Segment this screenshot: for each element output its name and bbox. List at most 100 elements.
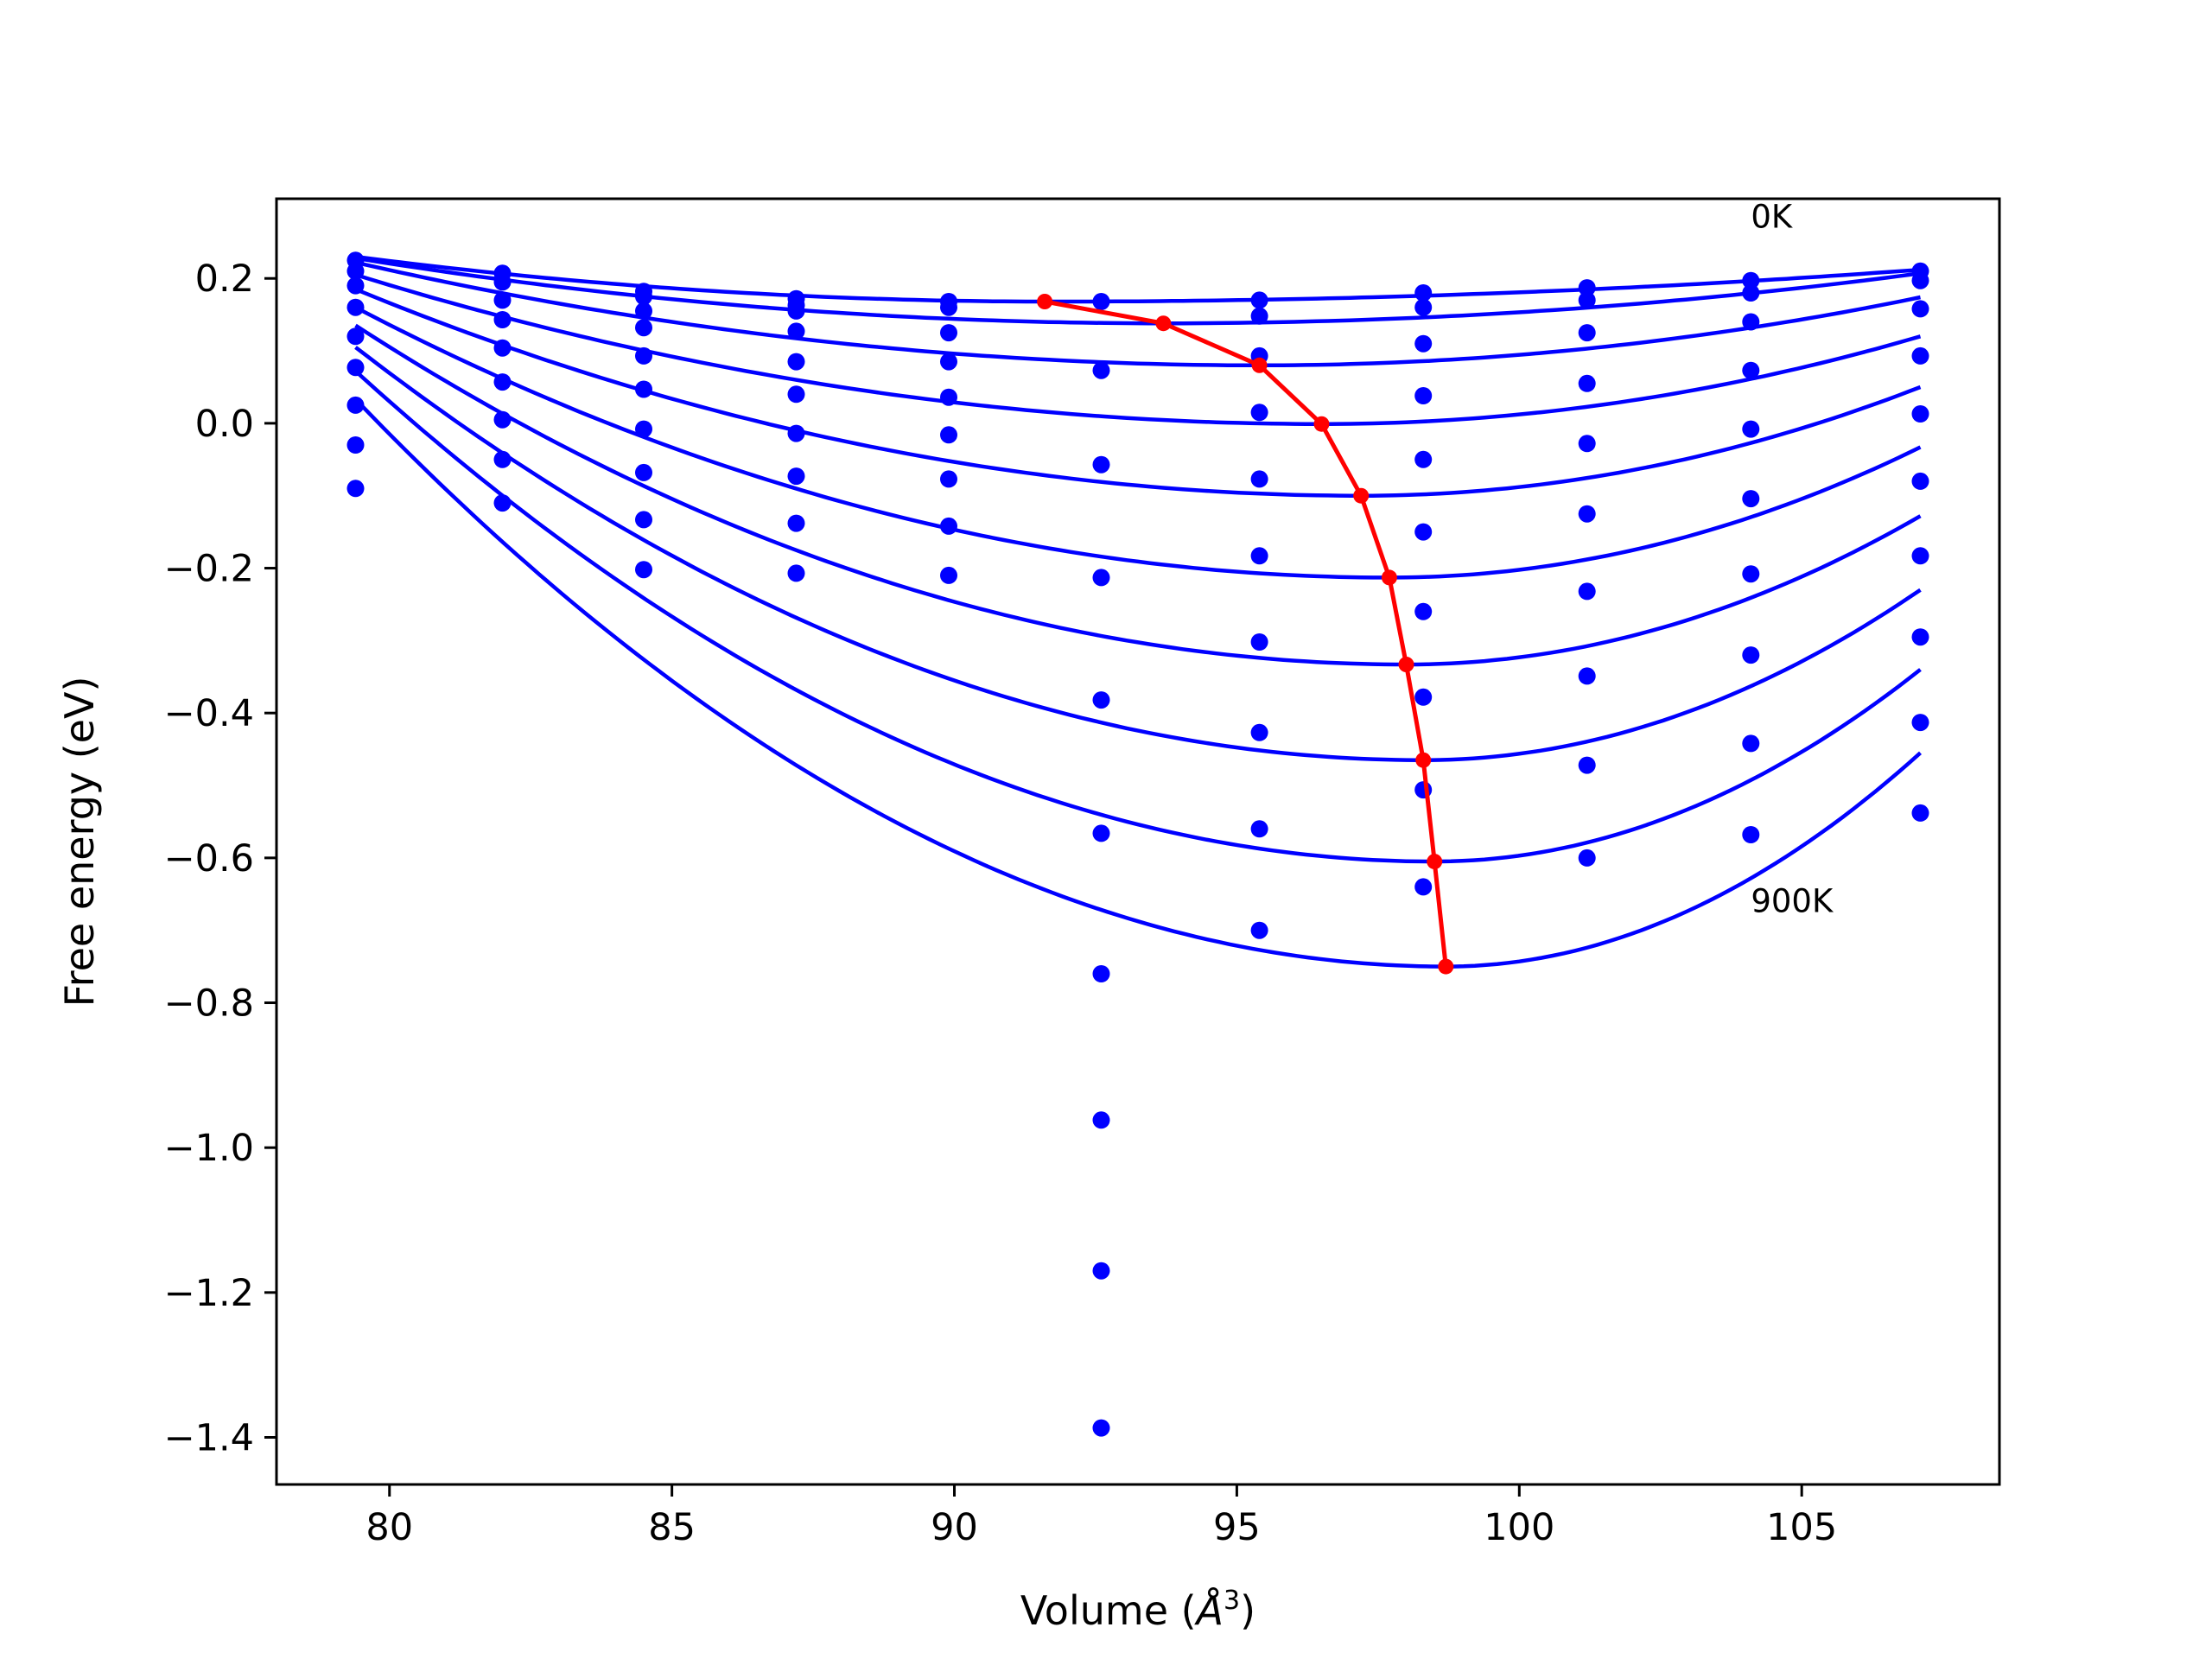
data-point-2-2 — [635, 302, 652, 320]
data-point-8-6 — [1578, 582, 1596, 601]
data-point-7-4 — [1414, 450, 1433, 468]
fit-curve-7 — [354, 346, 1922, 762]
data-point-2-4 — [635, 346, 652, 365]
data-point-9-8 — [1742, 734, 1760, 753]
fit-curve-8 — [353, 369, 1922, 864]
x-tick-label-3: 95 — [1213, 1506, 1261, 1549]
data-point-7-1 — [1414, 298, 1433, 316]
data-point-7-6 — [1414, 602, 1433, 620]
min-path-point-8 — [1427, 854, 1443, 870]
y-tick-label-7: −1.2 — [164, 1272, 254, 1315]
fit-curve-9 — [359, 404, 1922, 969]
fit-curve-5 — [354, 305, 1922, 580]
data-point-6-1 — [1250, 307, 1268, 325]
x-axis-ticks: 80 85 90 95 100 105 — [365, 1484, 1837, 1549]
data-point-6-5 — [1250, 547, 1268, 565]
y-tick-label-5: −0.8 — [164, 982, 254, 1026]
data-point-4-3 — [940, 353, 957, 371]
data-point-0-2 — [346, 276, 365, 295]
data-point-5-0 — [1092, 293, 1110, 310]
data-point-5-4 — [1092, 691, 1110, 709]
data-point-2-9 — [635, 561, 652, 579]
y-axis-label: Free energy (eV) — [56, 677, 103, 1007]
data-point-5-9 — [1092, 1419, 1110, 1437]
data-point-5-7 — [1092, 1111, 1110, 1129]
data-point-1-6 — [493, 410, 512, 429]
data-point-2-8 — [635, 511, 652, 529]
min-path-point-5 — [1381, 569, 1397, 586]
min-path-point-9 — [1438, 958, 1454, 975]
x-axis-label-close: ) — [1240, 1587, 1255, 1634]
data-point-7-7 — [1414, 688, 1433, 706]
data-point-3-8 — [787, 514, 805, 532]
data-point-4-2 — [940, 324, 957, 342]
data-point-3-7 — [787, 467, 805, 486]
y-tick-label-8: −1.4 — [164, 1417, 254, 1460]
data-point-6-4 — [1250, 470, 1268, 488]
fit-curve-4 — [354, 287, 1922, 498]
data-point-6-6 — [1250, 633, 1268, 651]
data-point-1-8 — [493, 494, 512, 512]
data-point-4-8 — [940, 566, 957, 584]
data-point-0-1 — [346, 262, 365, 280]
data-point-10-3 — [1911, 346, 1929, 365]
scatter-points — [346, 251, 1929, 1437]
data-point-1-1 — [493, 273, 512, 291]
data-point-10-8 — [1911, 714, 1929, 732]
min-path-point-0 — [1037, 294, 1053, 309]
data-point-9-4 — [1742, 420, 1760, 438]
data-point-6-3 — [1250, 404, 1268, 422]
fit-curves — [353, 254, 1922, 969]
y-tick-label-3: −0.4 — [164, 692, 254, 735]
data-point-3-6 — [787, 424, 805, 442]
x-axis-label-text: Volume ( — [1020, 1587, 1197, 1634]
data-point-2-7 — [635, 463, 652, 481]
plot-frame — [275, 197, 2001, 1486]
minimum-energy-path — [1037, 294, 1454, 975]
data-point-6-8 — [1250, 820, 1268, 838]
min-path-point-7 — [1415, 752, 1432, 768]
data-point-7-3 — [1414, 387, 1433, 404]
data-point-10-1 — [1911, 271, 1929, 289]
fit-curve-2 — [355, 260, 1921, 368]
fit-curve-0 — [355, 254, 1921, 304]
min-path-point-3 — [1313, 416, 1330, 432]
data-point-3-4 — [787, 353, 805, 371]
data-point-10-2 — [1911, 300, 1929, 318]
data-point-7-5 — [1414, 523, 1433, 541]
x-axis-label-symbol: Å — [1194, 1587, 1224, 1634]
data-point-3-2 — [787, 302, 805, 320]
data-point-9-3 — [1742, 361, 1760, 379]
data-point-1-5 — [493, 373, 512, 391]
data-point-3-9 — [787, 564, 805, 582]
data-point-4-6 — [940, 470, 957, 488]
data-point-10-4 — [1911, 405, 1929, 423]
y-tick-label-6: −1.0 — [164, 1127, 254, 1170]
data-point-4-7 — [940, 517, 957, 535]
data-point-2-6 — [635, 420, 652, 438]
data-point-9-9 — [1742, 826, 1760, 843]
y-tick-label-0: 0.2 — [195, 257, 254, 301]
x-tick-label-5: 105 — [1766, 1506, 1837, 1549]
data-point-5-1 — [1092, 361, 1110, 379]
data-point-6-7 — [1250, 723, 1268, 741]
data-point-7-2 — [1414, 334, 1433, 353]
x-axis-label: Volume (Å3) — [1020, 1586, 1255, 1634]
data-point-7-0 — [1414, 284, 1433, 302]
data-point-4-1 — [940, 298, 957, 316]
data-point-1-7 — [493, 450, 512, 468]
data-point-0-5 — [346, 359, 365, 377]
data-point-10-5 — [1911, 472, 1929, 490]
data-point-8-3 — [1578, 374, 1596, 392]
min-path-point-1 — [1155, 315, 1172, 332]
data-point-9-1 — [1742, 284, 1760, 302]
data-point-3-5 — [787, 385, 805, 404]
data-point-1-2 — [493, 291, 512, 309]
data-point-8-4 — [1578, 435, 1596, 453]
data-point-6-9 — [1250, 921, 1268, 939]
min-path-line — [1044, 299, 1448, 967]
data-point-0-3 — [346, 298, 365, 316]
data-point-9-0 — [1742, 271, 1760, 289]
annotation-0: 0K — [1751, 199, 1794, 236]
y-tick-label-2: −0.2 — [164, 548, 254, 591]
